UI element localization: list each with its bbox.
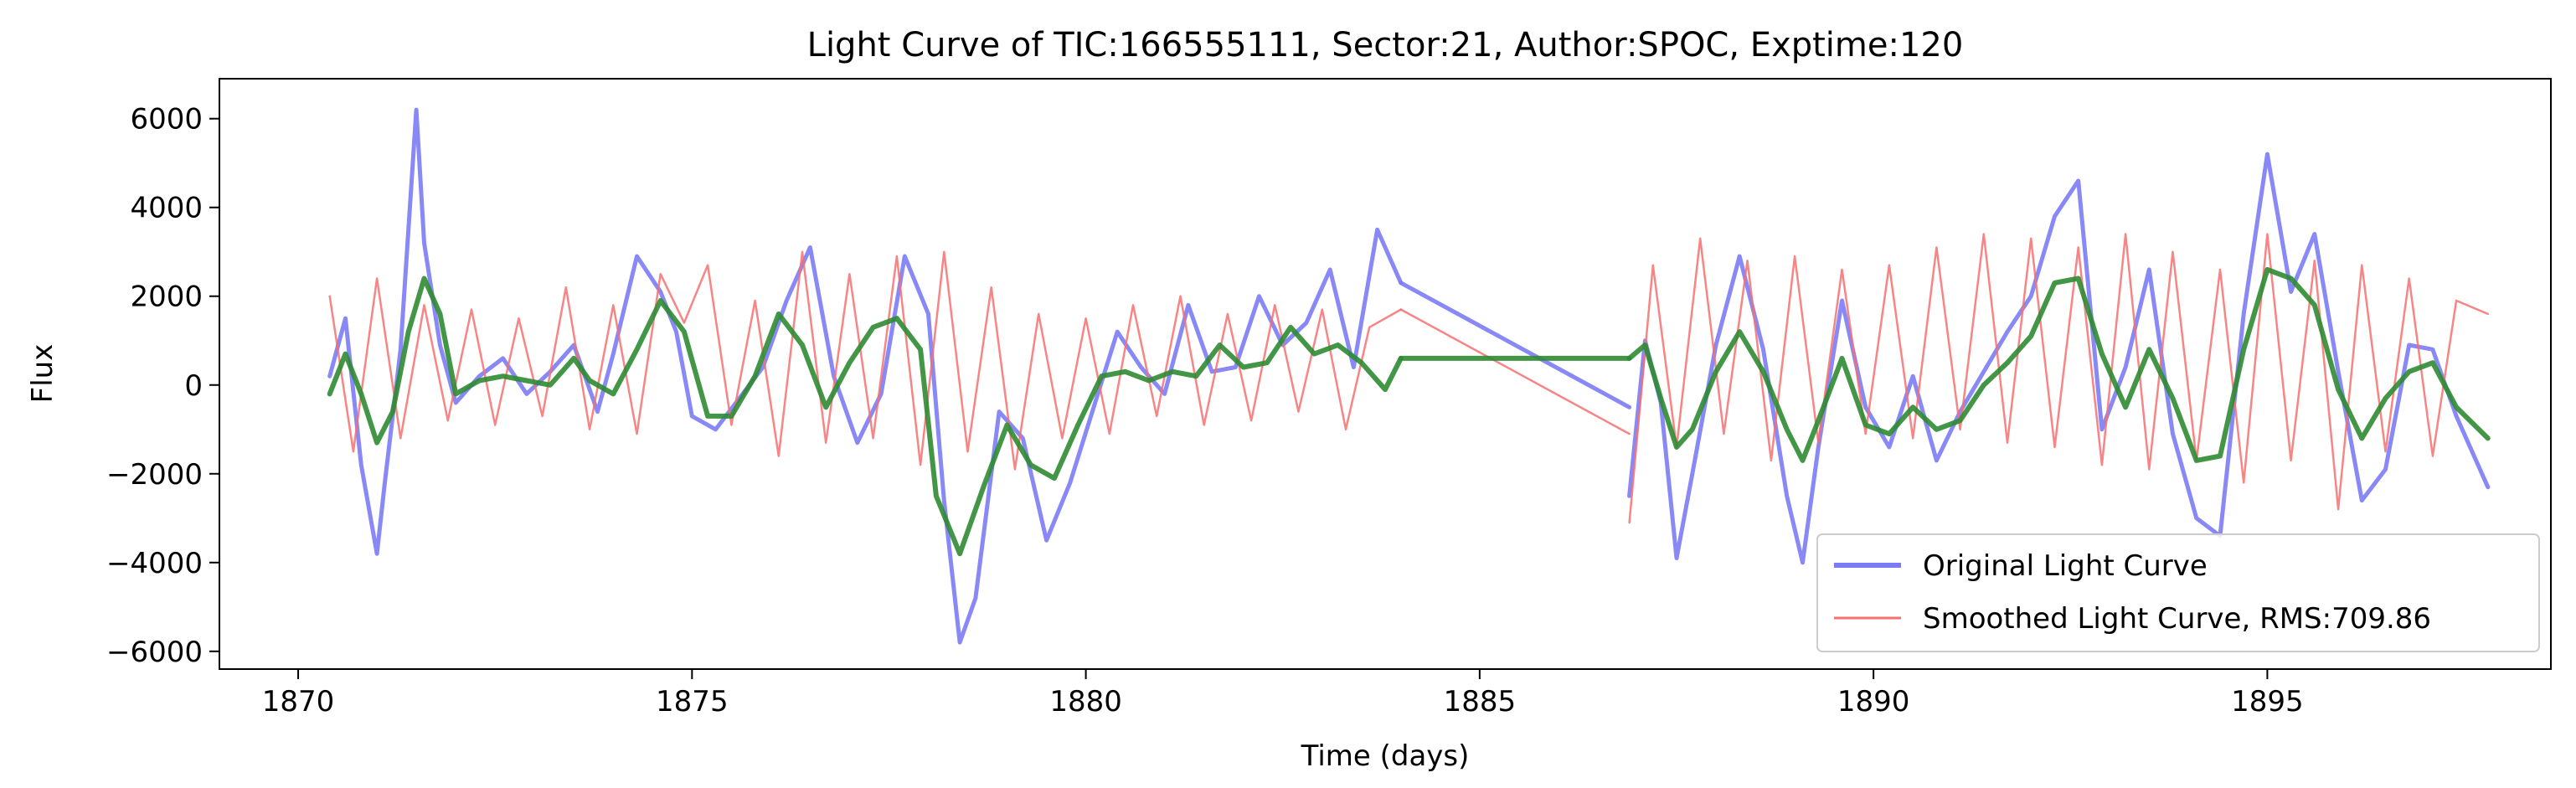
series-1 [328, 233, 2490, 524]
x-tick-label: 1875 [656, 685, 729, 718]
y-tick-label: −4000 [106, 547, 203, 580]
series-0-segment-2 [1627, 152, 2491, 565]
plot-frame [219, 78, 2552, 670]
legend-label-smoothed: Smoothed Light Curve, RMS:709.86 [1923, 602, 2431, 636]
y-tick-label: 0 [184, 369, 203, 403]
series-2-segment-2 [1626, 266, 2491, 463]
series-0-segment-0 [327, 107, 1404, 645]
x-tick-label: 1880 [1049, 685, 1122, 718]
chart-title: Light Curve of TIC:166555111, Sector:21,… [807, 26, 1964, 64]
series-2 [327, 266, 2491, 557]
series-2-segment-0 [327, 276, 1404, 557]
y-tick-label: 6000 [130, 103, 203, 136]
x-tick-label: 1895 [2231, 685, 2304, 718]
y-axis-label: Flux [26, 344, 59, 404]
x-tick-label: 1890 [1837, 685, 1910, 718]
legend-label-original: Original Light Curve [1923, 549, 2208, 583]
series-0-segment-1 [1399, 281, 1632, 409]
series-1-segment-2 [1628, 233, 2490, 524]
x-tick-label: 1885 [1444, 685, 1517, 718]
series-0 [327, 107, 2491, 645]
x-tick-label: 1870 [262, 685, 335, 718]
y-tick-label: −2000 [106, 458, 203, 492]
series-1-segment-1 [1399, 308, 1631, 435]
legend-box [1816, 533, 2540, 652]
y-tick-label: 4000 [130, 192, 203, 225]
x-axis-label: Time (days) [1301, 739, 1470, 773]
y-tick-label: 2000 [130, 281, 203, 314]
series-1-segment-0 [328, 250, 1403, 471]
y-tick-label: −6000 [106, 636, 203, 669]
legend: Original Light Curve Smoothed Light Curv… [1816, 533, 2540, 652]
